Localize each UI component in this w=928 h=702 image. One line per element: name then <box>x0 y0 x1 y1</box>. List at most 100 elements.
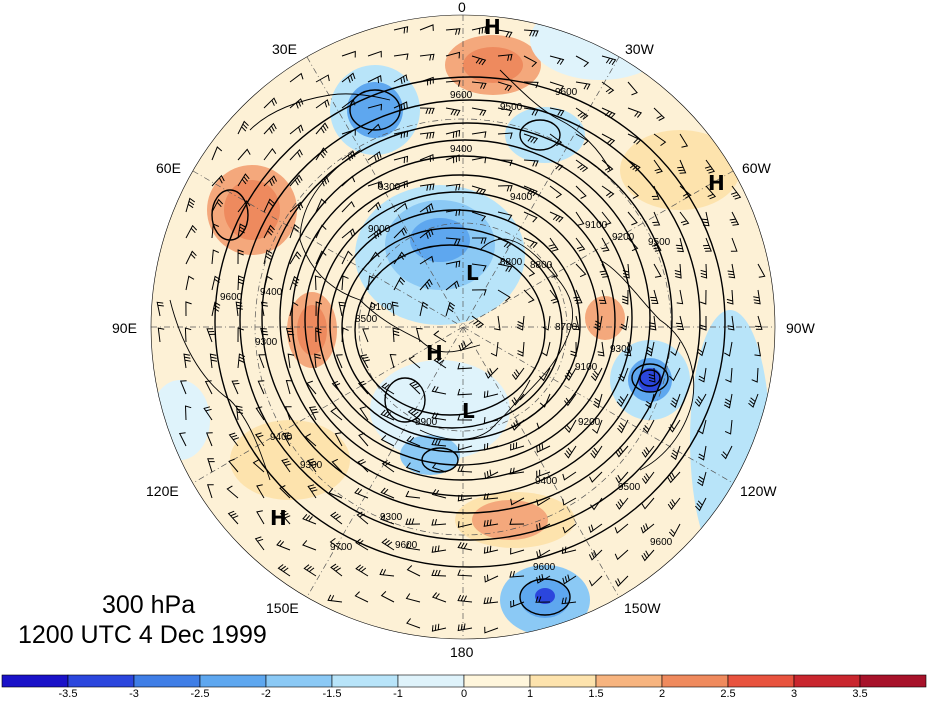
wind-barb <box>211 198 224 213</box>
wind-barb <box>327 594 343 603</box>
colorbar-tick-label: 3.5 <box>852 688 868 700</box>
wind-barb <box>392 327 400 343</box>
wind-barb <box>548 237 559 252</box>
wind-barb <box>357 458 369 473</box>
wind-barb <box>523 81 539 89</box>
anomaly-patch <box>505 107 585 163</box>
wind-barb <box>289 223 300 239</box>
wind-barb <box>535 596 551 603</box>
wind-barb <box>723 393 733 409</box>
wind-barb <box>653 133 667 147</box>
wind-barb <box>263 147 277 161</box>
wind-barb <box>575 237 586 252</box>
colorbar-swatch <box>397 674 465 688</box>
wind-barb <box>471 81 487 90</box>
anomaly-patch <box>472 500 548 540</box>
wind-barb <box>457 594 473 603</box>
wind-barb <box>471 289 487 296</box>
wind-barb <box>645 341 655 357</box>
wind-barb <box>627 185 640 199</box>
wind-barb <box>393 74 408 84</box>
wind-barb <box>179 380 187 395</box>
wind-barb <box>185 197 196 213</box>
wind-barb <box>562 574 577 585</box>
wind-barb <box>483 417 499 424</box>
colorbar-swatch <box>331 674 399 688</box>
wind-barb <box>588 523 603 534</box>
wind-barb <box>485 367 499 379</box>
longitude-label-90e: 90E <box>112 320 137 336</box>
wind-barb <box>698 367 707 383</box>
wind-barb <box>457 541 473 551</box>
wind-barb <box>433 356 447 369</box>
wind-barb <box>648 367 656 383</box>
colorbar-swatch <box>1 674 69 688</box>
contour-label: 8700 <box>555 322 578 333</box>
wind-barb <box>570 341 577 357</box>
wind-barb <box>675 237 684 253</box>
wind-barb <box>471 55 487 66</box>
wind-barb <box>511 393 525 406</box>
wind-barb <box>509 518 525 525</box>
colorbar-tick-label: -3.5 <box>58 688 78 700</box>
wind-barb <box>695 497 707 512</box>
wind-barb <box>679 185 692 199</box>
wind-barb <box>457 362 473 370</box>
wind-barb <box>289 72 304 83</box>
wind-barb <box>701 211 710 227</box>
wind-barb <box>431 438 447 447</box>
wind-barb <box>263 198 275 213</box>
valid-time-title: 1200 UTC 4 Dec 1999 <box>18 621 267 649</box>
wind-barb <box>511 419 525 431</box>
wind-barb <box>211 275 221 291</box>
wind-barb <box>330 407 343 421</box>
wind-barb <box>622 263 630 279</box>
wind-barb <box>279 510 291 525</box>
wind-barb <box>228 458 239 473</box>
wind-barb <box>729 211 740 226</box>
wind-barb <box>209 353 218 369</box>
wind-barb <box>381 538 395 551</box>
wind-barb <box>588 549 603 561</box>
wind-barb <box>755 315 763 330</box>
wind-barb <box>419 301 429 317</box>
wind-barb <box>445 154 460 164</box>
wind-barb <box>358 432 369 447</box>
wind-barb <box>304 433 317 447</box>
colorbar-swatch <box>67 674 135 688</box>
wind-barb <box>256 484 265 499</box>
wind-barb <box>542 315 551 331</box>
wind-barb <box>405 490 421 499</box>
wind-barb <box>614 549 629 561</box>
wind-barb <box>228 432 240 447</box>
wind-barb <box>185 301 192 317</box>
wind-barb <box>354 591 369 603</box>
wind-barb <box>256 510 265 525</box>
wind-barb <box>667 497 681 510</box>
wind-barb <box>303 564 317 577</box>
wind-barb <box>471 185 487 196</box>
wind-barb <box>668 523 681 538</box>
wind-barb <box>727 263 736 279</box>
wind-barb <box>484 626 499 634</box>
wind-barb <box>726 289 734 305</box>
wind-barb <box>670 445 681 461</box>
wind-barb <box>457 569 473 577</box>
wind-barb <box>406 618 421 629</box>
wind-barb <box>483 596 499 605</box>
wind-barb <box>419 53 435 61</box>
wind-barb <box>393 130 409 139</box>
wind-barb <box>457 443 473 451</box>
wind-barb <box>415 327 423 343</box>
wind-barb <box>539 367 551 382</box>
wind-barb <box>263 224 275 239</box>
longitude-label-150e: 150E <box>266 600 299 616</box>
anomaly-patch <box>370 360 510 460</box>
contour-label: 9600 <box>395 540 418 551</box>
wind-barb <box>431 569 447 577</box>
wind-barb <box>393 155 409 164</box>
anomaly-patch <box>463 47 523 83</box>
wind-barb <box>330 511 343 525</box>
wind-barb <box>211 301 221 317</box>
colorbar-tick-label: 1.5 <box>588 688 604 700</box>
